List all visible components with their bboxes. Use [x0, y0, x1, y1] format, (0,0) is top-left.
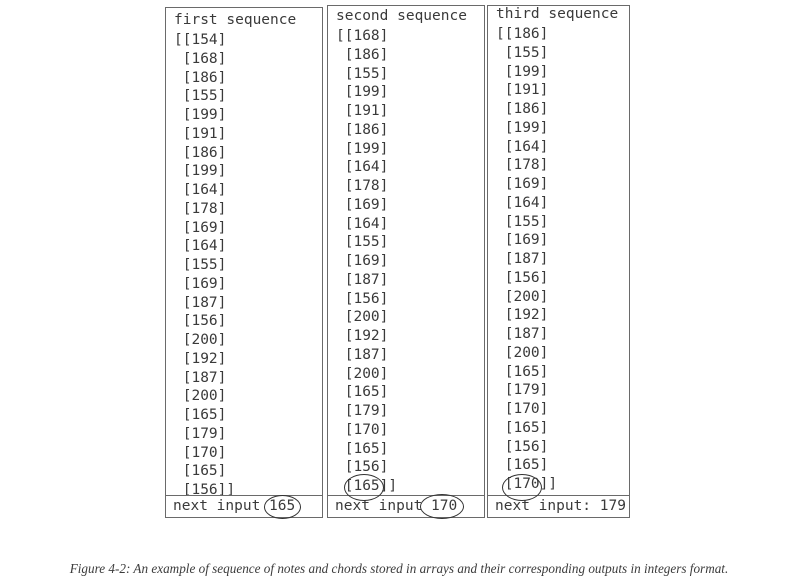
sequence-item: [199] — [174, 163, 227, 180]
sequence-item: [168] — [174, 50, 227, 67]
second-sequence-list: [[168] [186] [155] [199] [191] [186] [19… — [336, 27, 397, 496]
sequence-item: [165] — [174, 463, 227, 480]
sequence-item: [156] — [496, 269, 549, 286]
sequence-item: [186] — [336, 46, 389, 63]
sequence-item: [165] — [174, 407, 227, 423]
sequence-item: [169] — [496, 176, 549, 192]
sequence-item: [164] — [174, 238, 227, 255]
sequence-item: [192] — [336, 328, 389, 344]
sequence-item: [165] — [496, 457, 549, 474]
sequence-item: [155] — [174, 88, 227, 105]
sequence-item: [200] — [174, 332, 227, 348]
third-sequence-panel: third sequence [[186] [155] [199] [191] … — [487, 5, 630, 518]
sequence-item: [156]] — [174, 482, 236, 498]
highlight-oval-first-output — [264, 495, 301, 519]
sequence-item: [178] — [336, 178, 389, 194]
highlight-oval-second-output — [420, 494, 464, 519]
sequence-item: [165] — [496, 419, 549, 436]
sequence-item: [186] — [496, 101, 549, 117]
sequence-item: [156] — [496, 438, 549, 455]
sequence-item: [199] — [336, 84, 389, 101]
sequence-item: [155] — [496, 44, 549, 61]
sequence-item: [200] — [496, 344, 549, 361]
sequence-item: [192] — [174, 350, 227, 367]
sequence-item: [186] — [336, 121, 389, 138]
sequence-item: [178] — [174, 200, 227, 217]
highlight-oval-second-last-item — [344, 474, 384, 501]
sequence-item: [187] — [496, 251, 549, 267]
sequence-item: [200] — [496, 288, 549, 305]
highlight-oval-third-last-item — [502, 474, 542, 501]
sequence-item: [191] — [174, 125, 227, 142]
sequence-item: [164] — [336, 159, 389, 176]
sequence-item: [164] — [174, 182, 227, 198]
sequence-item: [179] — [336, 403, 389, 419]
sequence-item: [164] — [336, 215, 389, 232]
sequence-item: [170] — [174, 444, 227, 461]
sequence-item: [199] — [174, 107, 227, 123]
sequence-item: [199] — [496, 63, 549, 80]
sequence-item: [200] — [336, 309, 389, 326]
third-next-input-row: next input: 179 — [488, 495, 629, 517]
sequence-item: [156] — [336, 290, 389, 307]
sequence-item: [179] — [174, 425, 227, 442]
sequence-item: [169] — [174, 275, 227, 292]
second-sequence-panel: second sequence [[168] [186] [155] [199]… — [327, 5, 485, 518]
sequence-item: [187] — [336, 271, 389, 288]
figure-caption: Figure 4-2: An example of sequence of no… — [69, 561, 729, 576]
sequence-item: [186] — [174, 144, 227, 161]
sequence-item: [187] — [336, 346, 389, 363]
sequence-item: [169] — [174, 219, 227, 236]
sequence-item: [169] — [336, 196, 389, 213]
sequence-item: [165] — [496, 363, 549, 380]
sequence-item: [165] — [336, 384, 389, 401]
sequence-item: [156] — [336, 459, 389, 476]
sequence-item: [192] — [496, 307, 549, 324]
sequence-item: [156] — [174, 313, 227, 330]
sequence-item: [187] — [496, 326, 549, 342]
third-sequence-list: [[186] [155] [199] [191] [186] [199] [16… — [496, 25, 557, 494]
sequence-item: [187] — [174, 369, 227, 386]
first-sequence-panel: first sequence [[154] [168] [186] [155] … — [165, 7, 323, 518]
sequence-item: [[154] — [174, 32, 227, 48]
third-sequence-title: third sequence — [496, 6, 619, 22]
sequence-item: [191] — [336, 103, 389, 119]
sequence-item: [169] — [336, 253, 389, 269]
sequence-item: [200] — [336, 365, 389, 382]
sequence-item: [170] — [336, 421, 389, 438]
sequence-item: [170] — [496, 401, 549, 417]
sequence-item: [165] — [336, 440, 389, 457]
sequence-item: [164] — [496, 138, 549, 155]
first-sequence-list: [[154] [168] [186] [155] [199] [191] [18… — [174, 31, 235, 500]
sequence-item: [200] — [174, 388, 227, 405]
sequence-item: [191] — [496, 82, 549, 99]
sequence-item: [[186] — [496, 26, 549, 42]
second-sequence-title: second sequence — [336, 8, 467, 24]
sequence-item: [155] — [336, 65, 389, 82]
sequence-item: [164] — [496, 194, 549, 211]
sequence-item: [[168] — [336, 28, 389, 44]
first-sequence-title: first sequence — [174, 12, 297, 28]
sequence-item: [179] — [496, 382, 549, 399]
sequence-item: [169] — [496, 232, 549, 249]
third-next-input: next input: 179 — [495, 498, 626, 514]
sequence-item: [186] — [174, 69, 227, 86]
sequence-item: [199] — [496, 119, 549, 136]
sequence-item: [155] — [336, 234, 389, 251]
sequence-item: [155] — [174, 257, 227, 273]
sequence-item: [187] — [174, 294, 227, 311]
sequence-item: [155] — [496, 213, 549, 230]
sequence-item: [178] — [496, 157, 549, 174]
sequence-item: [199] — [336, 140, 389, 157]
